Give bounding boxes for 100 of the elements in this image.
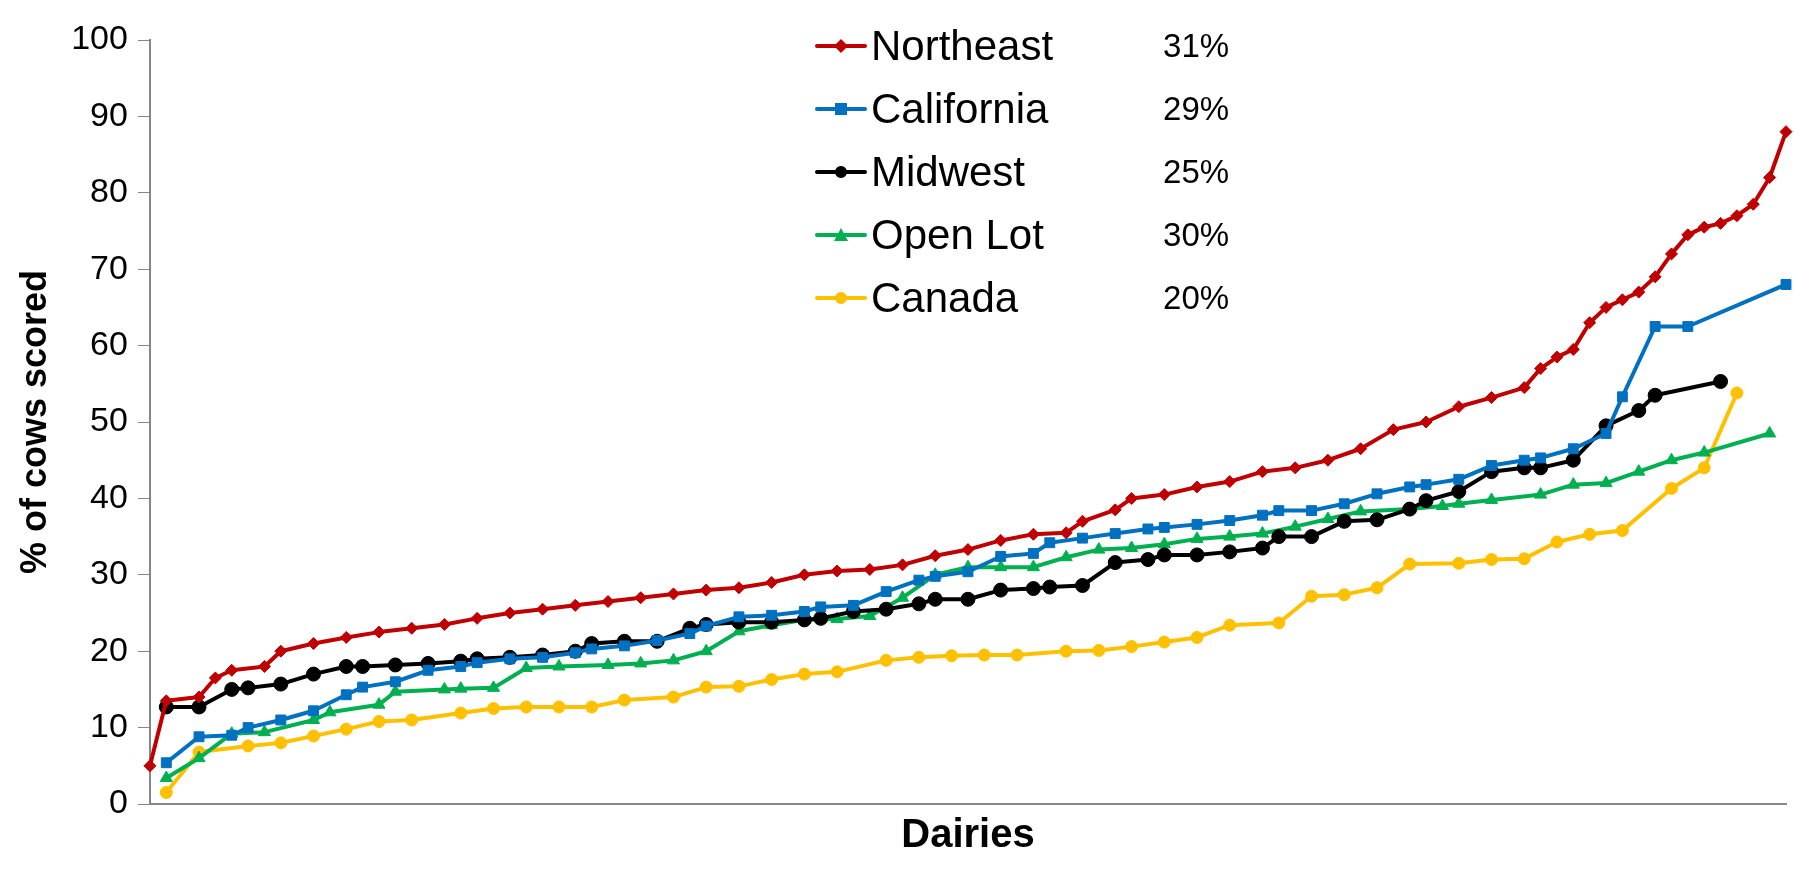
point bbox=[765, 672, 779, 686]
point bbox=[1092, 643, 1106, 657]
point bbox=[1190, 531, 1204, 543]
point bbox=[830, 665, 844, 679]
y-axis-title: % of cows scored bbox=[12, 269, 54, 575]
point bbox=[666, 652, 681, 665]
point bbox=[1600, 428, 1612, 439]
point bbox=[1027, 547, 1039, 559]
annotation: 29% bbox=[1163, 89, 1231, 129]
point bbox=[275, 714, 287, 726]
point bbox=[1452, 496, 1466, 508]
point bbox=[569, 647, 581, 659]
point bbox=[1025, 581, 1041, 597]
legend-label: California bbox=[871, 84, 1049, 134]
point bbox=[1567, 443, 1579, 455]
point bbox=[273, 676, 289, 692]
point bbox=[912, 650, 926, 664]
point bbox=[634, 655, 648, 668]
point bbox=[813, 610, 829, 626]
point bbox=[797, 667, 811, 681]
point bbox=[585, 700, 599, 714]
point bbox=[1059, 644, 1073, 658]
point bbox=[1125, 640, 1139, 654]
y-tick-label: 90 bbox=[90, 94, 128, 133]
point bbox=[1649, 321, 1661, 332]
point bbox=[339, 722, 353, 736]
legend-label: Canada bbox=[871, 273, 1019, 323]
point bbox=[684, 628, 696, 640]
point bbox=[1255, 526, 1270, 538]
point bbox=[1404, 481, 1416, 493]
point bbox=[191, 699, 207, 715]
point bbox=[372, 714, 386, 728]
point bbox=[1453, 473, 1465, 485]
point bbox=[1517, 552, 1531, 566]
point bbox=[1583, 527, 1597, 541]
point bbox=[1336, 513, 1352, 529]
point bbox=[1224, 515, 1236, 527]
point bbox=[1664, 481, 1678, 495]
point bbox=[1257, 509, 1268, 521]
point bbox=[1304, 529, 1320, 545]
point bbox=[1125, 540, 1139, 553]
point bbox=[699, 680, 713, 694]
point bbox=[1157, 536, 1171, 549]
point bbox=[879, 653, 893, 667]
point bbox=[1615, 523, 1629, 537]
point bbox=[1223, 618, 1237, 632]
point bbox=[1107, 555, 1123, 571]
point bbox=[1156, 547, 1172, 563]
point bbox=[389, 676, 401, 688]
point bbox=[878, 601, 894, 617]
point bbox=[586, 643, 598, 655]
point bbox=[1338, 498, 1350, 510]
point bbox=[1142, 523, 1154, 535]
point bbox=[1550, 535, 1564, 549]
annotation: 30% bbox=[1163, 215, 1231, 255]
y-tick-label: 70 bbox=[90, 247, 128, 286]
point bbox=[159, 770, 173, 783]
point bbox=[847, 599, 859, 611]
point bbox=[387, 657, 403, 673]
point bbox=[1223, 529, 1237, 541]
point bbox=[519, 660, 533, 673]
point bbox=[422, 664, 434, 676]
point bbox=[405, 713, 419, 727]
point bbox=[927, 591, 943, 607]
point bbox=[1369, 512, 1385, 528]
point bbox=[1565, 452, 1581, 468]
point bbox=[1697, 445, 1711, 457]
point bbox=[192, 750, 206, 763]
y-tick-label: 60 bbox=[90, 323, 128, 362]
point bbox=[1403, 557, 1417, 571]
point bbox=[1140, 552, 1156, 568]
point bbox=[1664, 452, 1679, 465]
point bbox=[486, 680, 501, 692]
point bbox=[240, 680, 256, 696]
point bbox=[159, 786, 173, 800]
point bbox=[960, 591, 976, 607]
point bbox=[699, 643, 713, 656]
point bbox=[224, 681, 240, 697]
point bbox=[487, 702, 500, 715]
point bbox=[815, 601, 827, 613]
point bbox=[307, 729, 321, 743]
point bbox=[1026, 559, 1040, 572]
point bbox=[1109, 528, 1121, 539]
point bbox=[1010, 648, 1024, 662]
point bbox=[160, 757, 172, 769]
legend-label: Northeast bbox=[871, 21, 1054, 71]
point bbox=[308, 705, 319, 717]
point bbox=[388, 684, 402, 696]
y-tick-label: 40 bbox=[90, 476, 128, 515]
point bbox=[1371, 488, 1383, 500]
point bbox=[1158, 521, 1170, 533]
point bbox=[945, 649, 959, 663]
point bbox=[242, 722, 254, 734]
point bbox=[1486, 460, 1497, 471]
point bbox=[601, 657, 615, 669]
point bbox=[993, 582, 1009, 598]
x-axis-title: Dairies bbox=[901, 811, 1035, 856]
annotation: 25% bbox=[1163, 152, 1231, 192]
point bbox=[1535, 452, 1547, 464]
point bbox=[732, 679, 746, 693]
